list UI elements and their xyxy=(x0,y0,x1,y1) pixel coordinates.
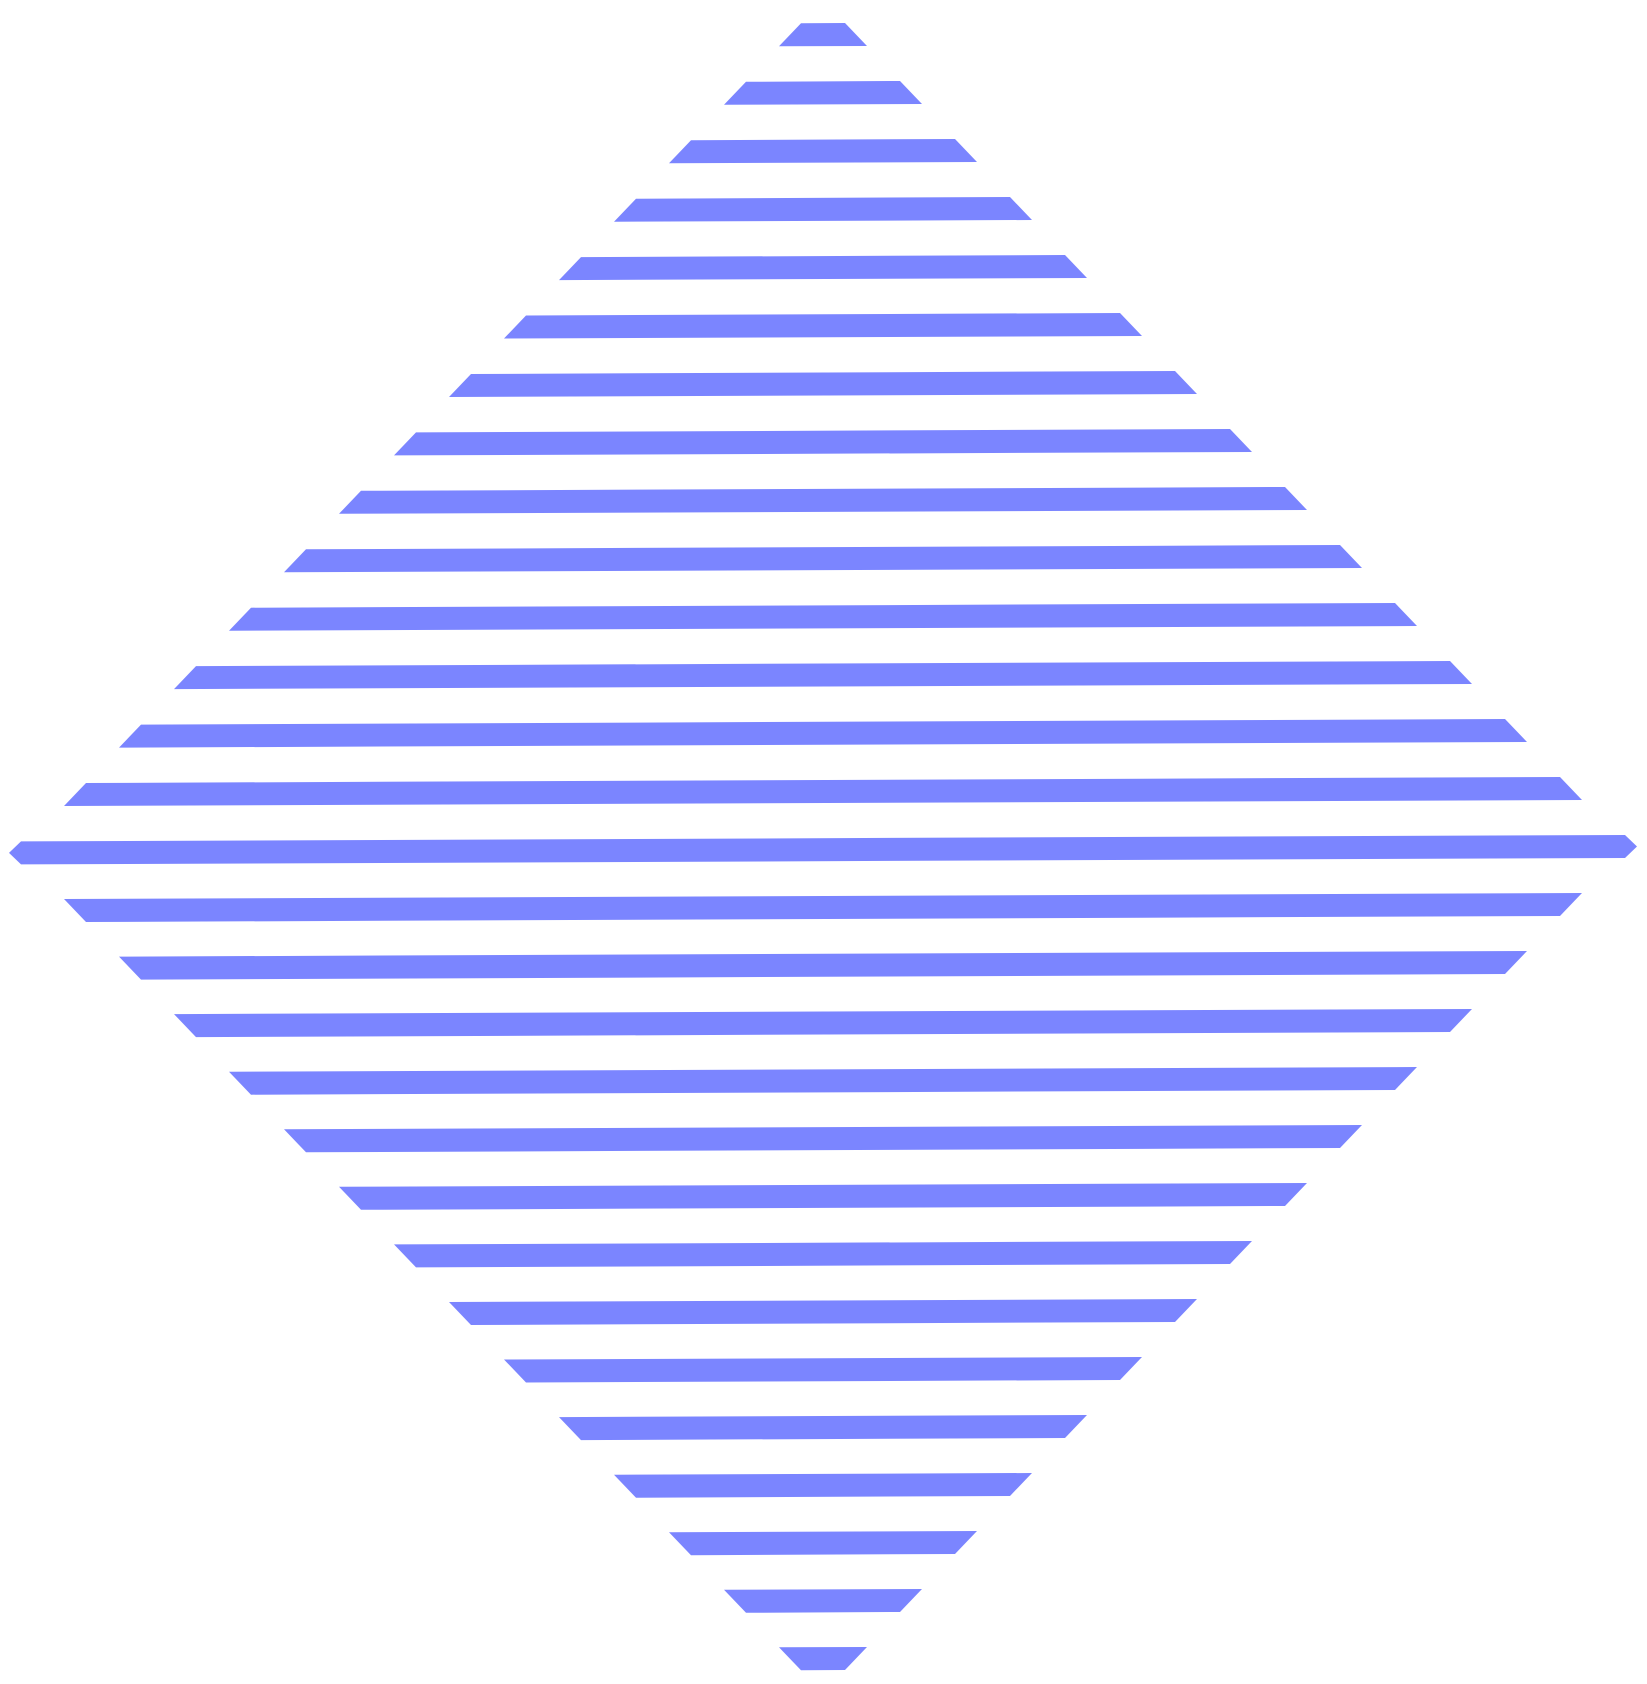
diamond-stripe xyxy=(119,951,1527,980)
diamond-stripe xyxy=(449,1299,1197,1325)
diamond-stripe xyxy=(9,835,1637,865)
diamond-stripe xyxy=(64,777,1582,806)
diamond-stripe xyxy=(559,255,1087,281)
diamond-stripe xyxy=(614,197,1032,222)
diamond-stripe xyxy=(229,1067,1417,1095)
diamond-stripe xyxy=(394,1241,1252,1268)
diamond-stripe xyxy=(394,429,1252,456)
diamond-stripe xyxy=(64,893,1582,922)
diamond-stripe xyxy=(724,1589,922,1613)
diamond-stripe xyxy=(559,1415,1087,1441)
diamond-stripe xyxy=(229,603,1417,631)
diamond-stripe xyxy=(449,371,1197,397)
diamond-stripe xyxy=(174,1009,1472,1038)
diamond-stripe xyxy=(779,23,867,47)
diamond-stripe xyxy=(339,487,1307,514)
diamond-stripe xyxy=(504,1357,1142,1383)
diamond-stripe xyxy=(779,1647,867,1671)
diamond-stripe xyxy=(504,313,1142,339)
diamond-stripe xyxy=(339,1183,1307,1210)
diamond-stripe xyxy=(119,719,1527,748)
diamond-stripe xyxy=(724,81,922,105)
diamond-stripe xyxy=(174,661,1472,690)
diamond-stripe xyxy=(669,139,977,164)
diamond-stripe xyxy=(614,1473,1032,1498)
diamond-stripe xyxy=(669,1531,977,1556)
diamond-stripe xyxy=(284,545,1362,573)
diamond-stripe xyxy=(284,1125,1362,1153)
